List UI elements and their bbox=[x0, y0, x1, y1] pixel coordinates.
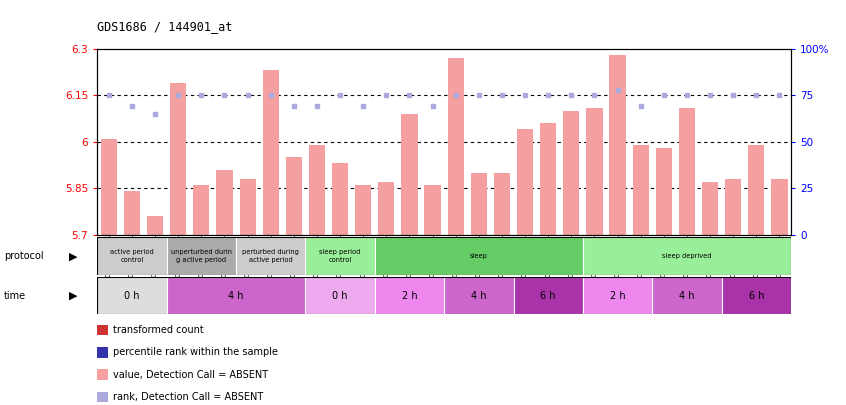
Text: GDS1686 / 144901_at: GDS1686 / 144901_at bbox=[97, 20, 233, 33]
Bar bbox=[124, 192, 140, 235]
Bar bbox=[448, 58, 464, 235]
Text: 4 h: 4 h bbox=[228, 291, 244, 301]
Bar bbox=[375, 277, 444, 314]
Text: value, Detection Call = ABSENT: value, Detection Call = ABSENT bbox=[113, 370, 267, 379]
Bar bbox=[97, 237, 167, 275]
Text: rank, Detection Call = ABSENT: rank, Detection Call = ABSENT bbox=[113, 392, 263, 402]
Text: transformed count: transformed count bbox=[113, 325, 203, 335]
Bar bbox=[332, 164, 349, 235]
Text: 2 h: 2 h bbox=[402, 291, 417, 301]
Bar bbox=[355, 185, 371, 235]
Text: perturbed during
active period: perturbed during active period bbox=[242, 249, 299, 263]
Bar bbox=[748, 145, 765, 235]
Bar bbox=[517, 129, 533, 235]
Text: sleep: sleep bbox=[470, 253, 488, 259]
Text: 0 h: 0 h bbox=[332, 291, 348, 301]
Bar bbox=[239, 179, 255, 235]
Text: sleep deprived: sleep deprived bbox=[662, 253, 711, 259]
Bar bbox=[583, 277, 652, 314]
Bar bbox=[470, 173, 487, 235]
Text: ▶: ▶ bbox=[69, 291, 78, 301]
Text: 4 h: 4 h bbox=[679, 291, 695, 301]
Bar bbox=[217, 170, 233, 235]
Bar bbox=[375, 237, 583, 275]
Bar bbox=[193, 185, 210, 235]
Text: protocol: protocol bbox=[4, 251, 44, 261]
Bar bbox=[425, 185, 441, 235]
Text: percentile rank within the sample: percentile rank within the sample bbox=[113, 347, 277, 357]
Bar bbox=[167, 277, 305, 314]
Bar bbox=[725, 179, 741, 235]
Text: 4 h: 4 h bbox=[471, 291, 486, 301]
Bar bbox=[170, 83, 186, 235]
Bar bbox=[305, 277, 375, 314]
Text: 2 h: 2 h bbox=[610, 291, 625, 301]
Bar bbox=[286, 157, 302, 235]
Bar bbox=[656, 148, 672, 235]
Bar bbox=[147, 216, 163, 235]
Bar bbox=[772, 179, 788, 235]
Bar bbox=[563, 111, 580, 235]
Bar bbox=[633, 145, 649, 235]
Text: 0 h: 0 h bbox=[124, 291, 140, 301]
Text: time: time bbox=[4, 291, 26, 301]
Bar bbox=[540, 123, 557, 235]
Bar bbox=[702, 182, 718, 235]
Text: 6 h: 6 h bbox=[749, 291, 764, 301]
Text: active period
control: active period control bbox=[110, 249, 154, 263]
Bar bbox=[609, 55, 626, 235]
Bar bbox=[722, 277, 791, 314]
Bar bbox=[514, 277, 583, 314]
Bar bbox=[262, 70, 279, 235]
Bar bbox=[236, 237, 305, 275]
Text: ▶: ▶ bbox=[69, 251, 78, 261]
Bar bbox=[97, 277, 167, 314]
Bar bbox=[378, 182, 394, 235]
Bar bbox=[652, 277, 722, 314]
Bar bbox=[101, 139, 117, 235]
Bar bbox=[678, 108, 695, 235]
Bar bbox=[309, 145, 325, 235]
Text: 6 h: 6 h bbox=[541, 291, 556, 301]
Bar bbox=[444, 277, 514, 314]
Bar bbox=[167, 237, 236, 275]
Bar bbox=[401, 114, 418, 235]
Text: unperturbed durin
g active period: unperturbed durin g active period bbox=[171, 249, 232, 263]
Bar bbox=[305, 237, 375, 275]
Bar bbox=[583, 237, 791, 275]
Text: sleep period
control: sleep period control bbox=[320, 249, 360, 263]
Bar bbox=[494, 173, 510, 235]
Bar bbox=[586, 108, 602, 235]
